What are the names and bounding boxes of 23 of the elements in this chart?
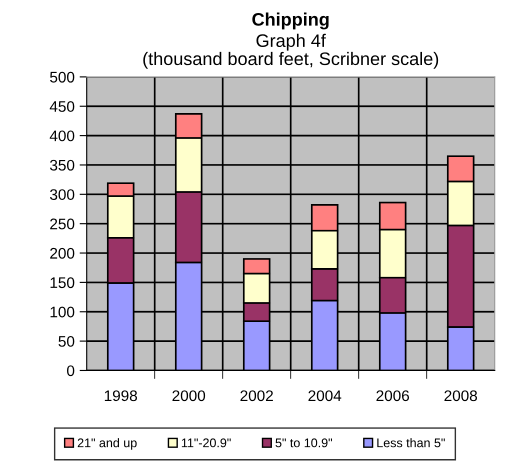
y-tick-label: 400 (50, 130, 74, 142)
legend-label: Less than 5" (377, 438, 445, 448)
x-tick-label: 2006 (376, 390, 410, 402)
x-tick-label: 2004 (308, 390, 342, 402)
y-tick-label: 500 (50, 72, 74, 83)
legend-label: 21" and up (78, 438, 137, 450)
x-tick-label: 2002 (240, 390, 273, 402)
y-tick-label: 50 (58, 336, 74, 347)
y-tick-label: 450 (50, 101, 74, 112)
legend-label: 11"-20.9" (182, 438, 231, 448)
y-tick-label: 350 (50, 160, 74, 171)
y-tick-label: 200 (50, 248, 74, 259)
y-tick-label: 100 (50, 306, 74, 318)
y-tick-label: 0 (66, 365, 74, 376)
chart-title: Chipping (252, 12, 329, 30)
y-tick-label: 250 (50, 218, 74, 230)
x-tick-label: 2000 (172, 390, 206, 402)
x-tick-label: 1998 (104, 390, 138, 402)
x-tick-label: 2008 (444, 390, 478, 402)
chart-subtitle: Graph 4f (thousand board feet, Scribner scale) (143, 34, 438, 69)
y-tick-label: 150 (50, 277, 74, 288)
legend-label: 5" to 10.9" (276, 438, 332, 448)
y-tick-label: 300 (50, 189, 74, 200)
